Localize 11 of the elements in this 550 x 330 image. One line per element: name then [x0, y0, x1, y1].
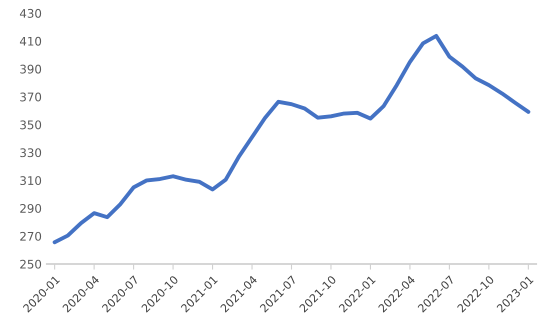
y-tick-label: 390	[20, 64, 42, 74]
y-tick-label: 410	[20, 36, 42, 46]
y-tick-label: 250	[20, 260, 42, 269]
y-tick-label: 350	[20, 120, 42, 130]
y-tick-label: 310	[20, 176, 42, 186]
y-tick-label: 430	[20, 8, 42, 18]
y-tick-label: 370	[20, 92, 42, 102]
y-tick-label: 330	[20, 148, 42, 158]
y-tick-label: 270	[20, 232, 42, 241]
y-tick-label: 290	[20, 204, 42, 213]
line-series	[52, 34, 530, 244]
